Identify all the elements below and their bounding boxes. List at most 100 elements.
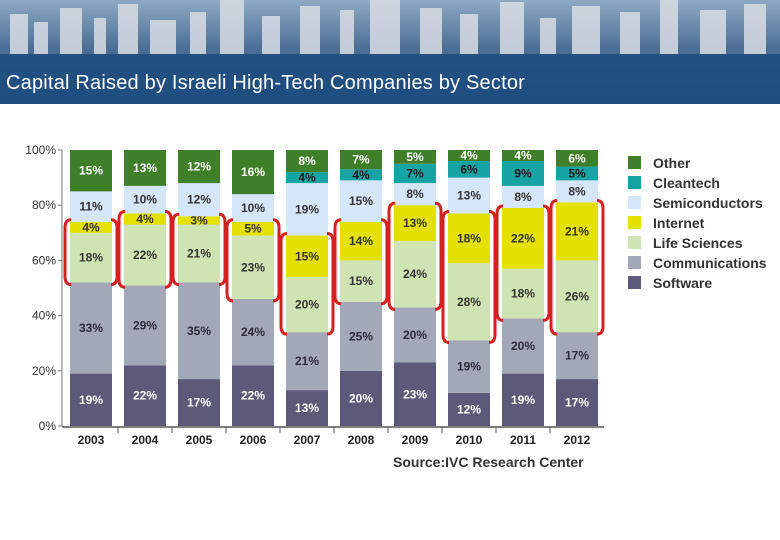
data-label: 14% — [349, 234, 373, 248]
data-label: 5% — [244, 222, 262, 236]
data-label: 15% — [295, 249, 319, 263]
data-label: 25% — [349, 329, 373, 343]
highlight-bracket-right — [164, 209, 173, 289]
bar-segment-life-sciences — [178, 224, 220, 283]
bar-segment-semiconductors — [340, 180, 382, 222]
bar-segment-semiconductors — [394, 183, 436, 206]
y-tick-label: 100% — [25, 143, 56, 157]
data-label: 8% — [514, 190, 532, 204]
data-label: 35% — [187, 324, 211, 338]
data-label: 21% — [295, 354, 319, 368]
bar-segment-internet — [502, 207, 544, 269]
data-label: 8% — [568, 184, 586, 198]
data-label: 13% — [457, 189, 481, 203]
highlight-bracket-right — [434, 201, 443, 311]
bar-segment-communications — [502, 318, 544, 374]
y-tick-label: 0% — [39, 419, 57, 433]
highlight-bracket-right — [110, 218, 119, 286]
legend-label: Life Sciences — [653, 235, 743, 251]
bar-segment-cleantech — [556, 166, 598, 181]
data-label: 24% — [241, 325, 265, 339]
bar-segment-other — [232, 150, 274, 195]
data-label: 4% — [460, 149, 478, 163]
data-label: 23% — [241, 260, 265, 274]
highlight-bracket-right — [272, 218, 281, 303]
bar-segment-other — [448, 150, 490, 162]
data-label: 13% — [133, 161, 157, 175]
bar-segment-semiconductors — [448, 177, 490, 214]
bar-segment-other — [394, 150, 436, 164]
bar-segment-communications — [340, 301, 382, 371]
x-tick-label: 2007 — [294, 433, 321, 447]
bar-segment-other — [70, 150, 112, 192]
legend-swatch — [628, 176, 641, 189]
legend-label: Communications — [653, 255, 767, 271]
bar-segment-internet — [232, 221, 274, 236]
legend: Other Cleantech Semiconductors Internet Life… — [628, 155, 767, 291]
bar-segment-other — [556, 150, 598, 167]
bar-segment-semiconductors — [70, 191, 112, 222]
source-note: Source:IVC Research Center — [393, 454, 584, 470]
data-label: 6% — [460, 162, 478, 176]
bar-segment-internet — [394, 205, 436, 242]
bar-segment-communications — [286, 332, 328, 391]
bar-segment-life-sciences — [502, 268, 544, 319]
bar-segment-internet — [124, 213, 166, 225]
data-label: 12% — [457, 402, 481, 416]
bar-segment-other — [502, 150, 544, 162]
highlight-bracket-right — [380, 218, 389, 306]
bar-segment-communications — [124, 285, 166, 366]
data-label: 17% — [565, 396, 589, 410]
x-tick-label: 2010 — [456, 433, 483, 447]
data-label: 24% — [403, 267, 427, 281]
legend-label: Other — [653, 155, 691, 171]
y-tick-label: 80% — [32, 198, 56, 212]
x-tick-label: 2012 — [564, 433, 591, 447]
bar-segment-other — [178, 150, 220, 184]
legend-swatch — [628, 156, 641, 169]
bar-segment-other — [340, 150, 382, 170]
bar-segment-internet — [340, 221, 382, 261]
bar-segment-other — [124, 150, 166, 186]
bar-segment-communications — [556, 332, 598, 380]
data-label: 18% — [457, 231, 481, 245]
legend-label: Cleantech — [653, 175, 720, 191]
data-label: 23% — [403, 387, 427, 401]
bar-segment-communications — [232, 299, 274, 366]
bar-segment-semiconductors — [178, 183, 220, 217]
data-label: 19% — [511, 393, 535, 407]
highlight-bracket-right — [596, 198, 605, 336]
data-label: 15% — [349, 194, 373, 208]
data-label: 21% — [187, 247, 211, 261]
bar-segment-communications — [394, 307, 436, 363]
stacked-bar-chart: 0% 20% 40% 60% 80% 100% 19% 33% 18% 4% 11% 15% 22% 2… — [25, 143, 767, 470]
data-label: 4% — [298, 171, 316, 185]
bar-segment-communications — [448, 340, 490, 393]
bar-segment-internet — [448, 213, 490, 264]
bar-segment-life-sciences — [556, 260, 598, 333]
highlight-bracket-left — [117, 209, 126, 289]
city-skyline-image — [0, 0, 780, 104]
bar-segment-internet — [178, 216, 220, 225]
bar-segment-software — [70, 373, 112, 426]
bars: 19% 33% 18% 4% 11% 15% 22% 29% 22% 4% 10% 13% 17% 35%… — [70, 149, 598, 426]
highlight-brackets — [63, 198, 605, 344]
bar-segment-semiconductors — [232, 194, 274, 222]
bar-segment-software — [124, 365, 166, 426]
data-label: 20% — [403, 328, 427, 342]
highlight-bracket-left — [495, 204, 504, 322]
bar-segment-internet — [70, 221, 112, 233]
highlight-bracket-left — [549, 198, 558, 336]
y-tick-label: 20% — [32, 364, 56, 378]
x-tick-label: 2009 — [402, 433, 429, 447]
bar-segment-cleantech — [448, 161, 490, 178]
legend-swatch — [628, 196, 641, 209]
data-label: 17% — [565, 349, 589, 363]
legend-swatch — [628, 276, 641, 289]
header-banner: Capital Raised by Israeli High-Tech Comp… — [0, 0, 780, 104]
x-tick-label: 2008 — [348, 433, 375, 447]
bar-segment-software — [502, 373, 544, 426]
bar-segment-life-sciences — [124, 224, 166, 286]
bar-segment-internet — [556, 202, 598, 261]
bar-segment-software — [340, 370, 382, 426]
